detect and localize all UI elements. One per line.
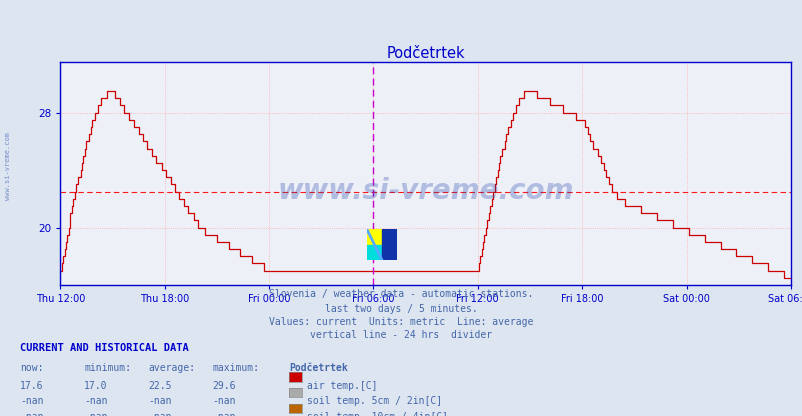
Bar [367, 245, 382, 260]
Text: maximum:: maximum: [213, 363, 260, 373]
Text: 29.6: 29.6 [213, 381, 236, 391]
Text: 22.5: 22.5 [148, 381, 172, 391]
Text: -nan: -nan [20, 412, 43, 416]
Text: last two days / 5 minutes.: last two days / 5 minutes. [325, 304, 477, 314]
Text: 17.0: 17.0 [84, 381, 107, 391]
Text: -nan: -nan [20, 396, 43, 406]
Text: -nan: -nan [213, 396, 236, 406]
Text: Podčetrtek: Podčetrtek [289, 363, 347, 373]
Bar [382, 229, 397, 260]
Title: Podčetrtek: Podčetrtek [386, 46, 464, 61]
Text: 17.6: 17.6 [20, 381, 43, 391]
Text: soil temp. 10cm / 4in[C]: soil temp. 10cm / 4in[C] [306, 412, 448, 416]
Text: CURRENT AND HISTORICAL DATA: CURRENT AND HISTORICAL DATA [20, 343, 188, 353]
Text: now:: now: [20, 363, 43, 373]
Text: soil temp. 5cm / 2in[C]: soil temp. 5cm / 2in[C] [306, 396, 441, 406]
Text: average:: average: [148, 363, 196, 373]
Bar [367, 229, 382, 245]
Text: air temp.[C]: air temp.[C] [306, 381, 377, 391]
Text: -nan: -nan [84, 412, 107, 416]
Text: -nan: -nan [148, 396, 172, 406]
Text: Slovenia / weather data - automatic stations.: Slovenia / weather data - automatic stat… [269, 289, 533, 299]
Text: www.si-vreme.com: www.si-vreme.com [5, 132, 11, 201]
Text: Values: current  Units: metric  Line: average: Values: current Units: metric Line: aver… [269, 317, 533, 327]
Text: vertical line - 24 hrs  divider: vertical line - 24 hrs divider [310, 330, 492, 340]
Text: minimum:: minimum: [84, 363, 132, 373]
Text: -nan: -nan [84, 396, 107, 406]
Text: www.si-vreme.com: www.si-vreme.com [277, 178, 573, 206]
Text: -nan: -nan [148, 412, 172, 416]
Text: -nan: -nan [213, 412, 236, 416]
